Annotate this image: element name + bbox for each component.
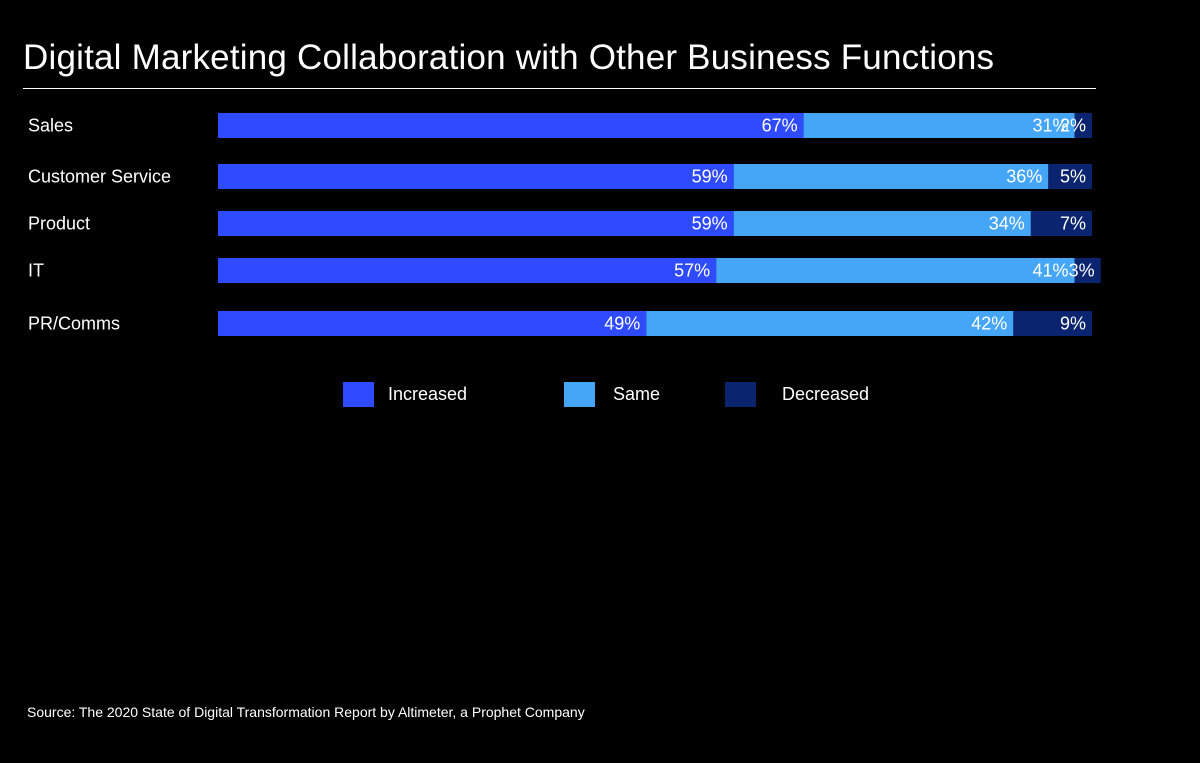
bar-group xyxy=(218,113,1101,336)
category-label: Sales xyxy=(28,116,73,136)
bar-segment-same xyxy=(733,164,1049,189)
data-label-same: 34% xyxy=(989,214,1025,234)
stacked-bar-chart: Sales Customer Service Product IT PR/Comms 6… xyxy=(28,113,1101,336)
legend-label-same: Same xyxy=(613,383,661,404)
bar-segment-same xyxy=(803,113,1075,138)
bar-segment-same xyxy=(646,311,1014,336)
category-label: Product xyxy=(28,214,90,234)
data-label-decreased: 9% xyxy=(1060,314,1086,334)
data-label-decreased: 5% xyxy=(1060,167,1086,187)
category-label: Customer Service xyxy=(28,167,171,187)
data-label-increased: 59% xyxy=(692,167,728,187)
legend-item-increased: Increased xyxy=(343,381,467,407)
bar-segment-same xyxy=(716,258,1075,283)
legend-item-decreased: Decreased xyxy=(725,381,869,407)
data-label-same: 31% xyxy=(1032,116,1068,136)
data-label-decreased: 7% xyxy=(1060,214,1086,234)
bar-segment-same xyxy=(733,211,1031,236)
category-label: PR/Comms xyxy=(28,314,120,334)
bar-segment-increased xyxy=(218,311,647,336)
chart-title: Digital Marketing Collaboration with Oth… xyxy=(23,38,995,77)
bar-segment-decreased xyxy=(1013,311,1092,336)
legend-item-same: Same xyxy=(564,381,660,407)
title-divider xyxy=(23,88,1096,89)
data-label-increased: 57% xyxy=(674,261,710,281)
bar-segment-decreased xyxy=(1030,211,1092,236)
data-label-increased: 49% xyxy=(604,314,640,334)
legend-swatch-decreased xyxy=(725,381,756,407)
data-label-increased: 67% xyxy=(762,116,798,136)
bar-segment-increased xyxy=(218,164,734,189)
legend-swatch-same xyxy=(564,381,595,407)
data-label-increased: 59% xyxy=(692,214,728,234)
data-label-same: 42% xyxy=(971,314,1007,334)
bar-segment-increased xyxy=(218,211,734,236)
legend: Increased Same Decreased xyxy=(0,381,1200,411)
legend-swatch-increased xyxy=(343,381,374,407)
data-label-decreased: 3% xyxy=(1069,261,1095,281)
bar-segment-increased xyxy=(218,258,717,283)
bar-segment-decreased xyxy=(1074,258,1101,283)
value-labels: 67% 31%2% 59% 36% 5% 59% 34% 7% 57% 41% 3% 49% 42% 9% xyxy=(604,116,1094,334)
source-note: Source: The 2020 State of Digital Transf… xyxy=(27,704,585,720)
legend-label-decreased: Decreased xyxy=(782,383,870,404)
bar-segment-decreased xyxy=(1048,164,1092,189)
data-label-same: 41% xyxy=(1032,261,1068,281)
data-label-same: 36% xyxy=(1006,167,1042,187)
legend-label-increased: Increased xyxy=(388,383,468,404)
data-label-decreased: 2% xyxy=(1060,116,1086,136)
category-labels: Sales Customer Service Product IT PR/Comms xyxy=(28,116,171,334)
category-label: IT xyxy=(28,261,44,281)
bar-segment-decreased xyxy=(1074,113,1092,138)
bar-segment-increased xyxy=(218,113,804,138)
